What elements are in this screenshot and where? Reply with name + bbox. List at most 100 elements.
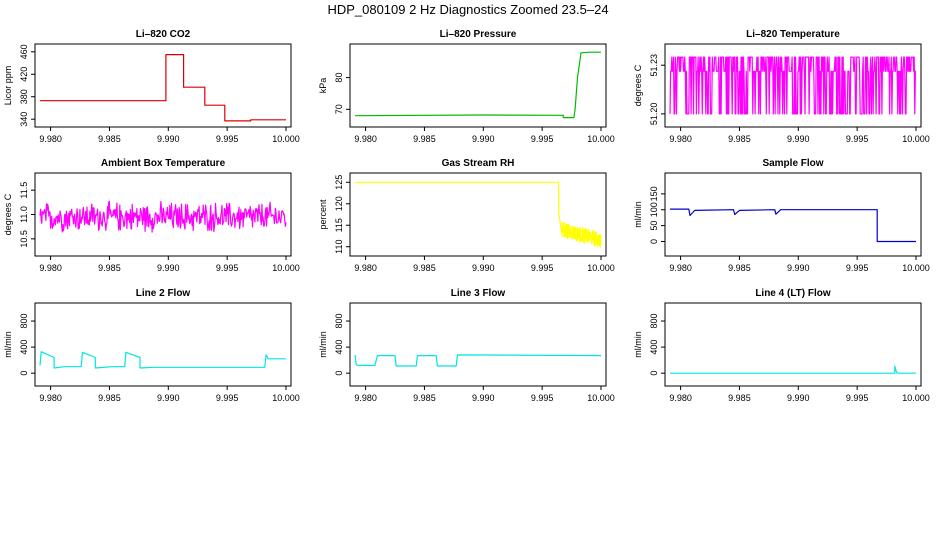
y-axis-label: ml/min [318, 331, 328, 358]
x-tick-label: 9.980 [669, 263, 692, 273]
y-tick-label: 11.5 [19, 182, 29, 199]
x-tick-label: 9.980 [39, 134, 62, 144]
y-axis-label: degrees C [633, 64, 643, 106]
x-tick-label: 9.995 [216, 393, 239, 403]
x-tick-label: 10.000 [272, 134, 300, 144]
chart-title: Li–820 Pressure [440, 29, 517, 40]
chart-title: Line 3 Flow [451, 288, 506, 299]
x-tick-label: 10.000 [272, 263, 300, 273]
y-tick-label: 0 [649, 371, 659, 376]
series-line [355, 181, 602, 248]
y-axis-label: kPa [318, 78, 328, 94]
page-title: HDP_080109 2 Hz Diagnostics Zoomed 23.5–… [327, 2, 609, 17]
x-tick-label: 9.995 [846, 263, 869, 273]
plot-frame [349, 43, 607, 128]
y-axis-label: percent [318, 199, 328, 230]
series-line [354, 354, 602, 367]
x-tick-label: 9.980 [39, 263, 62, 273]
chart-panel-2: Li–820 Pressure kPa 9.980 9.985 9.990 9.995 10… [318, 29, 615, 144]
chart-panel-5: Gas Stream RH percent 9.980 9.985 9.990 9.995… [318, 158, 615, 273]
x-tick-label: 10.000 [272, 393, 300, 403]
x-tick-label: 9.990 [787, 263, 810, 273]
x-tick-label: 10.000 [902, 393, 930, 403]
plot-frame [664, 302, 922, 387]
x-tick-label: 10.000 [587, 134, 615, 144]
y-axis-label: ml/min [3, 331, 13, 358]
x-tick-label: 9.985 [728, 134, 751, 144]
chart-panel-6: Sample Flow ml/min 9.980 9.985 9.990 9.995 10.… [633, 158, 930, 273]
x-tick-label: 9.985 [98, 134, 121, 144]
x-tick-label: 9.985 [413, 134, 436, 144]
x-tick-label: 9.990 [472, 263, 495, 273]
x-tick-label: 9.995 [216, 134, 239, 144]
x-tick-label: 10.000 [587, 393, 615, 403]
plot-frame [664, 172, 922, 257]
x-tick-label: 9.990 [157, 263, 180, 273]
series-line [354, 51, 601, 119]
x-tick-label: 10.000 [902, 134, 930, 144]
chart-panel-9: Line 4 (LT) Flow ml/min 9.980 9.985 9.990 9.9… [633, 288, 930, 403]
series-line [39, 200, 287, 233]
x-tick-label: 10.000 [587, 263, 615, 273]
y-tick-label: 80 [334, 73, 344, 83]
chart-title: Line 2 Flow [136, 288, 191, 299]
x-tick-label: 9.985 [98, 263, 121, 273]
x-tick-label: 9.980 [354, 263, 377, 273]
series-line [669, 56, 916, 115]
chart-title: Li–820 Temperature [746, 29, 840, 40]
chart-panel-4: Ambient Box Temperature degrees C 9.980 9.9… [3, 158, 300, 273]
chart-title: Ambient Box Temperature [101, 158, 226, 169]
y-tick-label: 380 [19, 89, 29, 104]
plot-frame [349, 172, 607, 257]
y-tick-label: 11.0 [19, 206, 29, 223]
x-tick-label: 9.990 [787, 134, 810, 144]
y-tick-label: 150 [649, 186, 659, 201]
y-tick-label: 70 [334, 104, 344, 114]
chart-title: Li–820 CO2 [136, 29, 191, 40]
series-line [39, 351, 286, 369]
x-tick-label: 9.985 [98, 393, 121, 403]
y-tick-label: 110 [334, 240, 344, 254]
y-tick-label: 125 [334, 175, 344, 190]
plot-frame [34, 302, 292, 387]
x-tick-label: 9.995 [531, 393, 554, 403]
y-tick-label: 50 [649, 221, 659, 231]
y-tick-label: 460 [19, 44, 29, 59]
plot-frame [349, 302, 607, 387]
y-tick-label: 51.23 [649, 54, 659, 77]
y-tick-label: 420 [19, 67, 29, 82]
y-tick-label: 800 [19, 314, 29, 329]
x-tick-label: 9.980 [669, 393, 692, 403]
x-tick-label: 9.985 [728, 393, 751, 403]
x-tick-label: 9.990 [157, 134, 180, 144]
chart-panel-3: Li–820 Temperature degrees C 9.980 9.985 9.9… [633, 29, 930, 144]
x-tick-label: 9.980 [39, 393, 62, 403]
y-tick-label: 800 [649, 314, 659, 329]
y-tick-label: 400 [334, 340, 344, 355]
x-tick-label: 9.995 [531, 134, 554, 144]
chart-panel-7: Line 2 Flow ml/min 9.980 9.985 9.990 9.995 10.… [3, 288, 300, 403]
y-axis-label: ml/min [633, 201, 643, 228]
x-tick-label: 9.990 [787, 393, 810, 403]
y-tick-label: 0 [19, 371, 29, 376]
y-tick-label: 0 [334, 371, 344, 376]
x-tick-label: 9.995 [846, 134, 869, 144]
plot-frame [664, 43, 922, 128]
x-tick-label: 9.980 [354, 134, 377, 144]
x-tick-label: 9.980 [669, 134, 692, 144]
chart-title: Sample Flow [762, 158, 823, 169]
y-axis-label: Licor ppm [3, 66, 13, 106]
x-tick-label: 9.995 [531, 263, 554, 273]
y-tick-label: 800 [334, 314, 344, 329]
y-tick-label: 400 [649, 340, 659, 355]
chart-title: Gas Stream RH [442, 158, 515, 169]
y-tick-label: 115 [334, 218, 344, 232]
y-tick-label: 51.20 [649, 103, 659, 126]
x-tick-label: 9.985 [728, 263, 751, 273]
x-tick-label: 9.990 [157, 393, 180, 403]
x-tick-label: 9.990 [472, 393, 495, 403]
x-tick-label: 9.980 [354, 393, 377, 403]
plot-frame [34, 43, 292, 128]
x-tick-label: 9.985 [413, 393, 436, 403]
